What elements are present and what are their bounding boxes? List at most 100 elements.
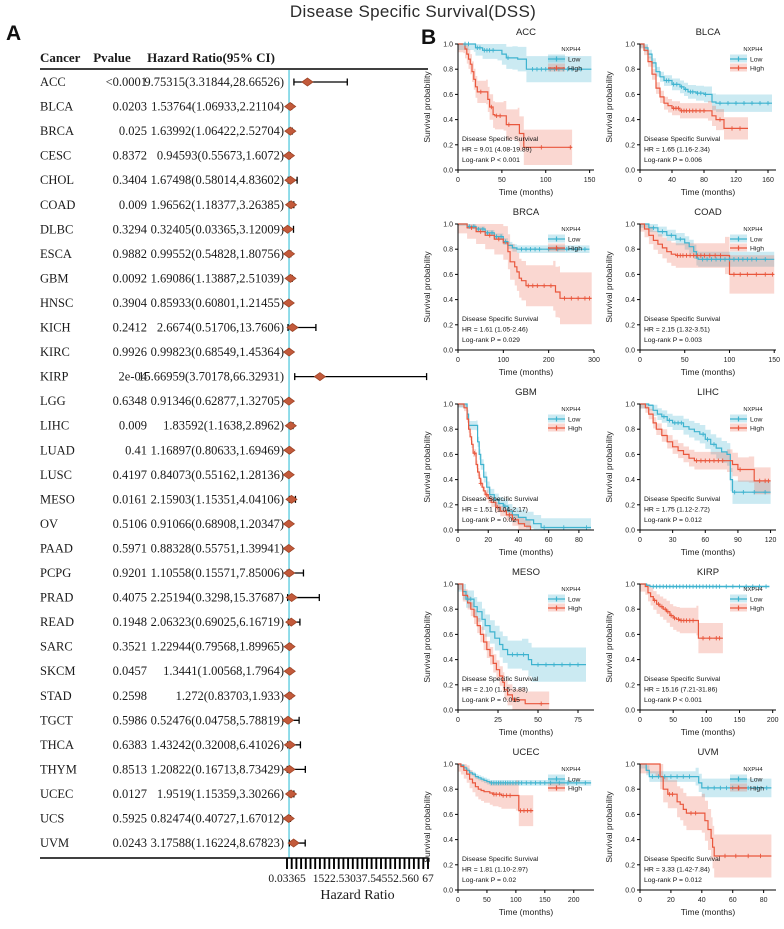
km-plot-BRCA: BRCA 1.0 0.8 0.6 0.4 0.2 0.00 100 200 300 Time (mo… xyxy=(422,207,600,377)
annotation-pvalue: Log-rank P = 0.003 xyxy=(644,337,702,344)
km-yaxis-title: Survival probability xyxy=(604,611,614,683)
hr-diamond xyxy=(287,838,300,848)
forest-pvalue: 0.2598 xyxy=(113,689,147,703)
x-tick-label: 40 xyxy=(698,897,706,904)
km-yaxis-title: Survival probability xyxy=(604,791,614,863)
forest-hr-ci: 1.9519(1.15359,3.30266) xyxy=(157,787,284,801)
forest-header-pvalue: Pvalue xyxy=(93,50,131,65)
annotation-pvalue: Log-rank P = 0.029 xyxy=(462,337,520,344)
annotation-hr: HR = 1.65 (1.16-2.34) xyxy=(644,147,710,154)
y-tick-label: 0.2 xyxy=(443,322,453,329)
y-tick-label: 0.4 xyxy=(443,477,453,484)
hr-diamond xyxy=(283,764,296,774)
forest-pvalue: 0.009 xyxy=(119,419,147,433)
annotation-dss: Disease Specific Survival xyxy=(644,856,721,863)
km-curve-high xyxy=(458,223,592,299)
x-tick-label: 50 xyxy=(681,357,689,364)
forest-hr-ci: 1.63992(1.06422,2.52704) xyxy=(151,124,284,138)
forest-hr-ci: 0.52476(0.04758,5.78819) xyxy=(151,713,284,727)
annotation-dss: Disease Specific Survival xyxy=(644,676,721,683)
hr-diamond xyxy=(281,224,294,234)
forest-hr-ci: 0.82474(0.40727,1.67012) xyxy=(151,812,284,826)
x-tick-label: 200 xyxy=(568,897,580,904)
km-title: BRCA xyxy=(513,207,540,218)
annotation-hr: HR = 1.51 (1.04-2.17) xyxy=(462,507,528,514)
km-curve-low xyxy=(458,403,591,529)
forest-cancer-label: BRCA xyxy=(40,124,74,138)
legend-title: NXPH4 xyxy=(743,587,763,593)
hr-diamond xyxy=(283,568,296,578)
forest-hr-ci: 0.94593(0.55673,1.6072) xyxy=(157,149,284,163)
forest-hr-ci: 0.99823(0.68549,1.45364) xyxy=(151,345,284,359)
forest-pvalue: 0.0457 xyxy=(113,664,147,678)
ci-band-low xyxy=(640,764,772,803)
forest-hr-ci: 1.22944(0.79568,1.89965) xyxy=(151,640,284,654)
forest-cancer-label: DLBC xyxy=(40,222,73,236)
x-tick-label: 50 xyxy=(498,177,506,184)
x-tick-label: 30 xyxy=(669,537,677,544)
annotation-hr: HR = 9.01 (4.08-19.89) xyxy=(462,147,532,154)
annotation-pvalue: Log-rank P = 0.02 xyxy=(462,877,516,884)
y-tick-label: 0.0 xyxy=(443,888,453,895)
km-yaxis-title: Survival probability xyxy=(604,251,614,323)
x-tick-label: 40 xyxy=(668,177,676,184)
y-tick-label: 0.2 xyxy=(443,142,453,149)
forest-pvalue: 0.3404 xyxy=(113,173,148,187)
axis-tick-label: 37.5 xyxy=(356,873,376,885)
hr-diamond xyxy=(284,200,298,210)
y-tick-label: 0.6 xyxy=(443,92,453,99)
legend-low-label: Low xyxy=(750,596,763,603)
y-tick-label: 0.6 xyxy=(625,632,635,639)
forest-hr-ci: 1.20822(0.16713,8.73429) xyxy=(151,762,284,776)
ci-band-low xyxy=(458,44,592,90)
legend-low-label: Low xyxy=(750,776,763,783)
hr-diamond xyxy=(282,151,296,161)
forest-cancer-label: SKCM xyxy=(40,664,75,678)
forest-cancer-label: KICH xyxy=(40,321,71,335)
x-tick-label: 100 xyxy=(497,357,509,364)
y-tick-label: 0.2 xyxy=(443,502,453,509)
km-yaxis-title: Survival probability xyxy=(422,251,432,323)
y-tick-label: 0.2 xyxy=(625,142,635,149)
km-title: UVM xyxy=(697,747,718,758)
y-tick-label: 1.0 xyxy=(625,402,635,409)
x-tick-label: 200 xyxy=(543,357,555,364)
annotation-dss: Disease Specific Survival xyxy=(462,856,539,863)
forest-pvalue: 0.025 xyxy=(119,124,147,138)
forest-pvalue: 0.8372 xyxy=(113,149,147,163)
forest-hr-ci: 2.6674(0.51706,13.7606) xyxy=(157,321,284,335)
legend-title: NXPH4 xyxy=(743,227,763,233)
forest-pvalue: 0.2412 xyxy=(113,321,147,335)
ci-band-high xyxy=(458,404,531,530)
hr-diamond xyxy=(282,298,295,308)
y-tick-label: 0.0 xyxy=(625,348,635,355)
ci-band-low xyxy=(640,44,772,116)
forest-cancer-label: PCPG xyxy=(40,566,71,580)
legend-high-label: High xyxy=(750,245,764,252)
forest-cancer-label: LGG xyxy=(40,394,66,408)
forest-pvalue: 2e-04 xyxy=(119,370,148,384)
annotation-dss: Disease Specific Survival xyxy=(462,316,539,323)
forest-cancer-label: LIHC xyxy=(40,419,69,433)
legend-title: NXPH4 xyxy=(743,407,763,413)
hr-diamond xyxy=(313,372,327,382)
x-tick-label: 20 xyxy=(484,537,492,544)
forest-pvalue: 0.3521 xyxy=(113,640,147,654)
hr-diamond xyxy=(282,347,296,357)
km-curve-low xyxy=(640,763,772,789)
y-tick-label: 0.6 xyxy=(625,272,635,279)
panel-a-label: A xyxy=(6,22,22,45)
y-tick-label: 1.0 xyxy=(443,762,453,769)
km-title: GBM xyxy=(515,387,537,398)
legend-high-label: High xyxy=(568,785,582,792)
axis-tick-label: 67 xyxy=(422,873,434,885)
km-title: BLCA xyxy=(696,27,721,38)
forest-hr-ci: 0.85933(0.60801,1.21455) xyxy=(151,296,284,310)
forest-cancer-label: ESCA xyxy=(40,247,72,261)
y-tick-label: 1.0 xyxy=(625,42,635,49)
forest-hr-ci: 0.32405(0.03365,3.12009) xyxy=(151,222,284,236)
km-curve-high xyxy=(640,403,771,482)
y-tick-label: 0.8 xyxy=(625,67,635,74)
x-tick-label: 150 xyxy=(539,897,551,904)
x-tick-label: 0 xyxy=(638,177,642,184)
